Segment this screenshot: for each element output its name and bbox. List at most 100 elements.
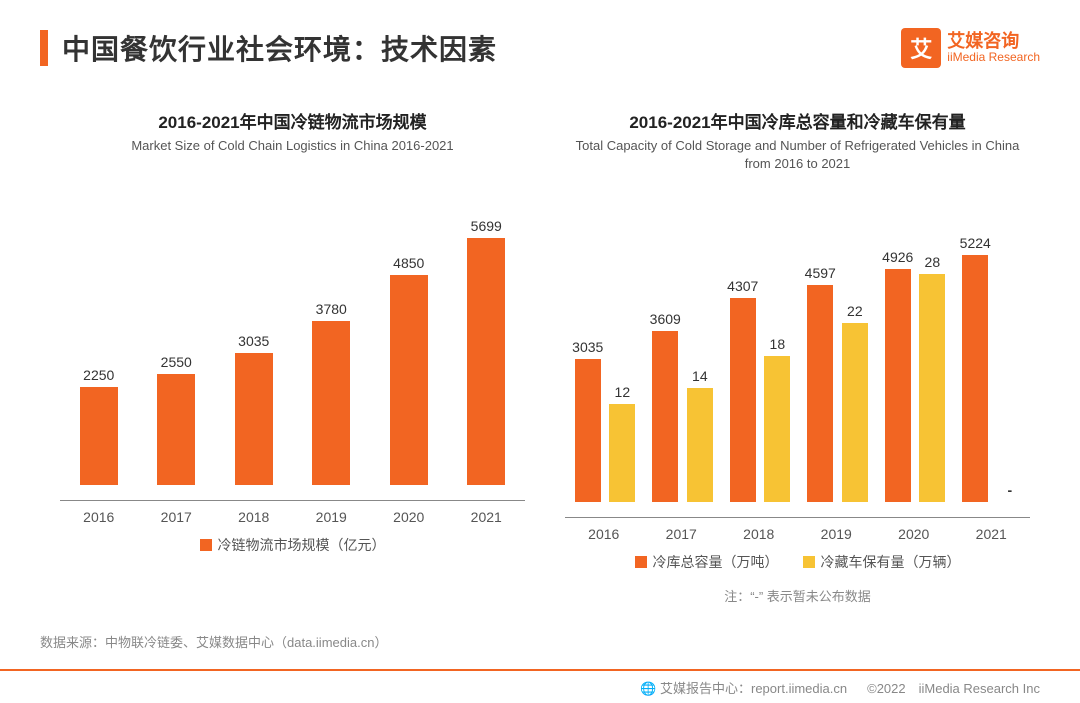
x-tick: 2016: [60, 509, 138, 525]
bar-group: 5699: [448, 218, 526, 485]
chart-right-xaxis: 201620172018201920202021: [565, 517, 1030, 542]
footer-site: 🌐 艾媒报告中心：report.iimedia.cn: [640, 678, 847, 697]
bar-value-label: 2550: [161, 354, 192, 370]
legend-label: 冷链物流市场规模（亿元）: [218, 535, 386, 555]
bar-group: 2250: [60, 367, 138, 485]
x-tick: 2018: [720, 526, 798, 542]
bar-series1: [962, 255, 988, 502]
legend-item-s1: 冷库总容量（万吨）: [635, 552, 779, 572]
bar-series1: [807, 285, 833, 502]
bar-value-label: 3035: [238, 333, 269, 349]
bar-series1: [730, 298, 756, 502]
bar-value-label: 5224: [960, 235, 991, 251]
bar-series2: [609, 404, 635, 502]
bar: [157, 374, 195, 485]
chart-right-bars: 3035123609144307184597224926285224-: [565, 242, 1030, 502]
x-tick: 2016: [565, 526, 643, 542]
bar-group: 5224 -: [953, 235, 1031, 502]
x-tick: 2020: [875, 526, 953, 542]
logo-cn: 艾媒咨询: [947, 32, 1040, 52]
bar-series1: [885, 269, 911, 502]
bar: [467, 238, 505, 485]
bar-value-label: 5699: [471, 218, 502, 234]
bar: [235, 353, 273, 485]
bar-series2: [764, 356, 790, 502]
bar-value-label: 4597: [805, 265, 836, 281]
bar-series1: [575, 359, 601, 502]
bar-value-label: 4307: [727, 278, 758, 294]
bar-group: 4926 28: [875, 249, 953, 502]
bar: [312, 321, 350, 485]
bar-series2: [842, 323, 868, 502]
x-tick: 2019: [293, 509, 371, 525]
globe-icon: 🌐: [640, 681, 660, 696]
logo-glyph: 艾: [910, 32, 932, 64]
x-tick: 2019: [798, 526, 876, 542]
chart-left-xaxis: 201620172018201920202021: [60, 500, 525, 525]
chart-right-note: 注：“-” 表示暂未公布数据: [565, 586, 1030, 605]
legend-label-s2: 冷藏车保有量（万辆）: [821, 552, 961, 572]
bar-group: 4850: [370, 255, 448, 485]
chart-right-legend: 冷库总容量（万吨） 冷藏车保有量（万辆）: [565, 552, 1030, 572]
brand-logo: 艾 艾媒咨询 iiMedia Research: [901, 28, 1040, 68]
bar-value-label: 14: [692, 368, 708, 384]
bar-series2: [687, 388, 713, 502]
header: 中国餐饮行业社会环境：技术因素 艾 艾媒咨询 iiMedia Research: [0, 0, 1080, 68]
x-tick: 2021: [448, 509, 526, 525]
chart-left-bars: 225025503035378048505699: [60, 225, 525, 485]
chart-right: 2016-2021年中国冷库总容量和冷藏车保有量 Total Capacity …: [565, 108, 1030, 605]
legend-item-s2: 冷藏车保有量（万辆）: [803, 552, 961, 572]
chart-right-plot: 3035 12 3609 14 4307 18 4597 22 4926 28 5224 - 2016…: [565, 202, 1030, 542]
bar-value-label: 12: [615, 384, 631, 400]
bar-value-label: 4926: [882, 249, 913, 265]
footer-copyright: ©2022 iiMedia Research Inc: [867, 678, 1040, 697]
bar-series1: [652, 331, 678, 502]
bar-series2: [919, 274, 945, 502]
legend-item: 冷链物流市场规模（亿元）: [200, 535, 386, 555]
missing-marker: -: [1007, 482, 1012, 498]
x-tick: 2018: [215, 509, 293, 525]
chart-left: 2016-2021年中国冷链物流市场规模 Market Size of Cold…: [60, 108, 525, 605]
bar-value-label: 3780: [316, 301, 347, 317]
chart-right-title-en: Total Capacity of Cold Storage and Numbe…: [565, 137, 1030, 172]
footer-site-text: 艾媒报告中心：report.iimedia.cn: [660, 681, 847, 696]
title-accent-bar: [40, 30, 48, 66]
bar-value-label: 3035: [572, 339, 603, 355]
x-tick: 2017: [643, 526, 721, 542]
legend-swatch-icon: [200, 539, 212, 551]
logo-mark-icon: 艾: [901, 28, 941, 68]
footer: 🌐 艾媒报告中心：report.iimedia.cn ©2022 iiMedia…: [0, 669, 1080, 703]
bar-value-label: 2250: [83, 367, 114, 383]
chart-left-title-en: Market Size of Cold Chain Logistics in C…: [60, 137, 525, 155]
legend-swatch-icon: [803, 556, 815, 568]
bar: [390, 275, 428, 485]
bar-group: 3609 14: [643, 311, 721, 502]
bar-group: 3780: [293, 301, 371, 485]
logo-text: 艾媒咨询 iiMedia Research: [947, 32, 1040, 65]
bar-value-label: 3609: [650, 311, 681, 327]
chart-left-legend: 冷链物流市场规模（亿元）: [60, 535, 525, 555]
title-block: 中国餐饮行业社会环境：技术因素: [40, 28, 901, 68]
x-tick: 2021: [953, 526, 1031, 542]
chart-left-plot: 2250 2550 3035 3780 4850 5699 201620172018201…: [60, 185, 525, 525]
bar-group: 3035 12: [565, 339, 643, 502]
legend-label-s1: 冷库总容量（万吨）: [653, 552, 779, 572]
bar-value-label: 4850: [393, 255, 424, 271]
bar-group: 2550: [138, 354, 216, 485]
bar-group: 3035: [215, 333, 293, 485]
bar: [80, 387, 118, 485]
bar-value-label: 22: [847, 303, 863, 319]
chart-right-title-cn: 2016-2021年中国冷库总容量和冷藏车保有量: [565, 108, 1030, 133]
logo-en: iiMedia Research: [947, 51, 1040, 64]
data-source: 数据来源：中物联冷链委、艾媒数据中心（data.iimedia.cn）: [40, 632, 387, 651]
bar-value-label: 28: [925, 254, 941, 270]
page-title: 中国餐饮行业社会环境：技术因素: [62, 28, 497, 68]
chart-left-title-cn: 2016-2021年中国冷链物流市场规模: [60, 108, 525, 133]
charts-container: 2016-2021年中国冷链物流市场规模 Market Size of Cold…: [0, 68, 1080, 605]
x-tick: 2017: [138, 509, 216, 525]
bar-value-label: 18: [770, 336, 786, 352]
x-tick: 2020: [370, 509, 448, 525]
bar-group: 4597 22: [798, 265, 876, 502]
bar-group: 4307 18: [720, 278, 798, 502]
legend-swatch-icon: [635, 556, 647, 568]
